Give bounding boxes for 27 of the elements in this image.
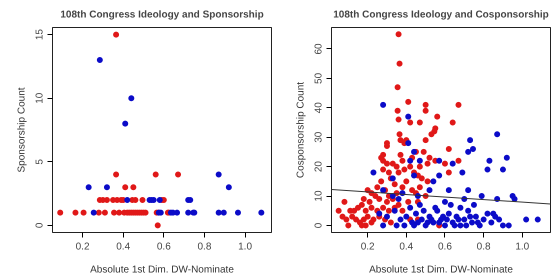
y-tick-label: 20 (314, 160, 324, 172)
y-tick-label: 10 (34, 92, 46, 104)
y-axis-title: Cosponsorship Count (296, 82, 306, 178)
y-axis-title: Sponsorship Count (16, 87, 28, 173)
y-tick-label: 50 (314, 72, 324, 84)
x-tick-label: 0.8 (476, 242, 492, 252)
x-tick-label: 0.6 (438, 242, 452, 252)
x-tick-label: 0.8 (198, 242, 212, 252)
y-tick-label: 5 (34, 158, 46, 165)
y-tick-label: 40 (314, 102, 324, 114)
x-tick-label: 0.6 (156, 242, 172, 252)
y-tick-label: 10 (314, 190, 324, 202)
y-tick-label: 0 (314, 222, 324, 228)
y-tick-label: 60 (314, 42, 324, 55)
x-tick-label: 0.2 (360, 242, 376, 252)
x-tick-label: 1.0 (515, 242, 530, 252)
chart-title: 108th Congress Ideology and Cosponsorship (333, 10, 549, 20)
x-tick-label: 0.2 (76, 242, 90, 252)
x-axis-title: Absolute 1st Dim. DW-Nominate (369, 264, 514, 276)
x-tick-label: 0.4 (399, 242, 414, 252)
x-axis-title: Absolute 1st Dim. DW-Nominate (90, 264, 234, 276)
chart-title: 108th Congress Ideology and Sponsorship (60, 10, 264, 20)
y-tick-label: 15 (34, 28, 46, 40)
x-tick-label: 0.4 (116, 242, 131, 252)
y-tick-label: 0 (34, 222, 46, 228)
x-tick-label: 1.0 (238, 242, 252, 252)
y-tick-label: 30 (314, 131, 324, 143)
